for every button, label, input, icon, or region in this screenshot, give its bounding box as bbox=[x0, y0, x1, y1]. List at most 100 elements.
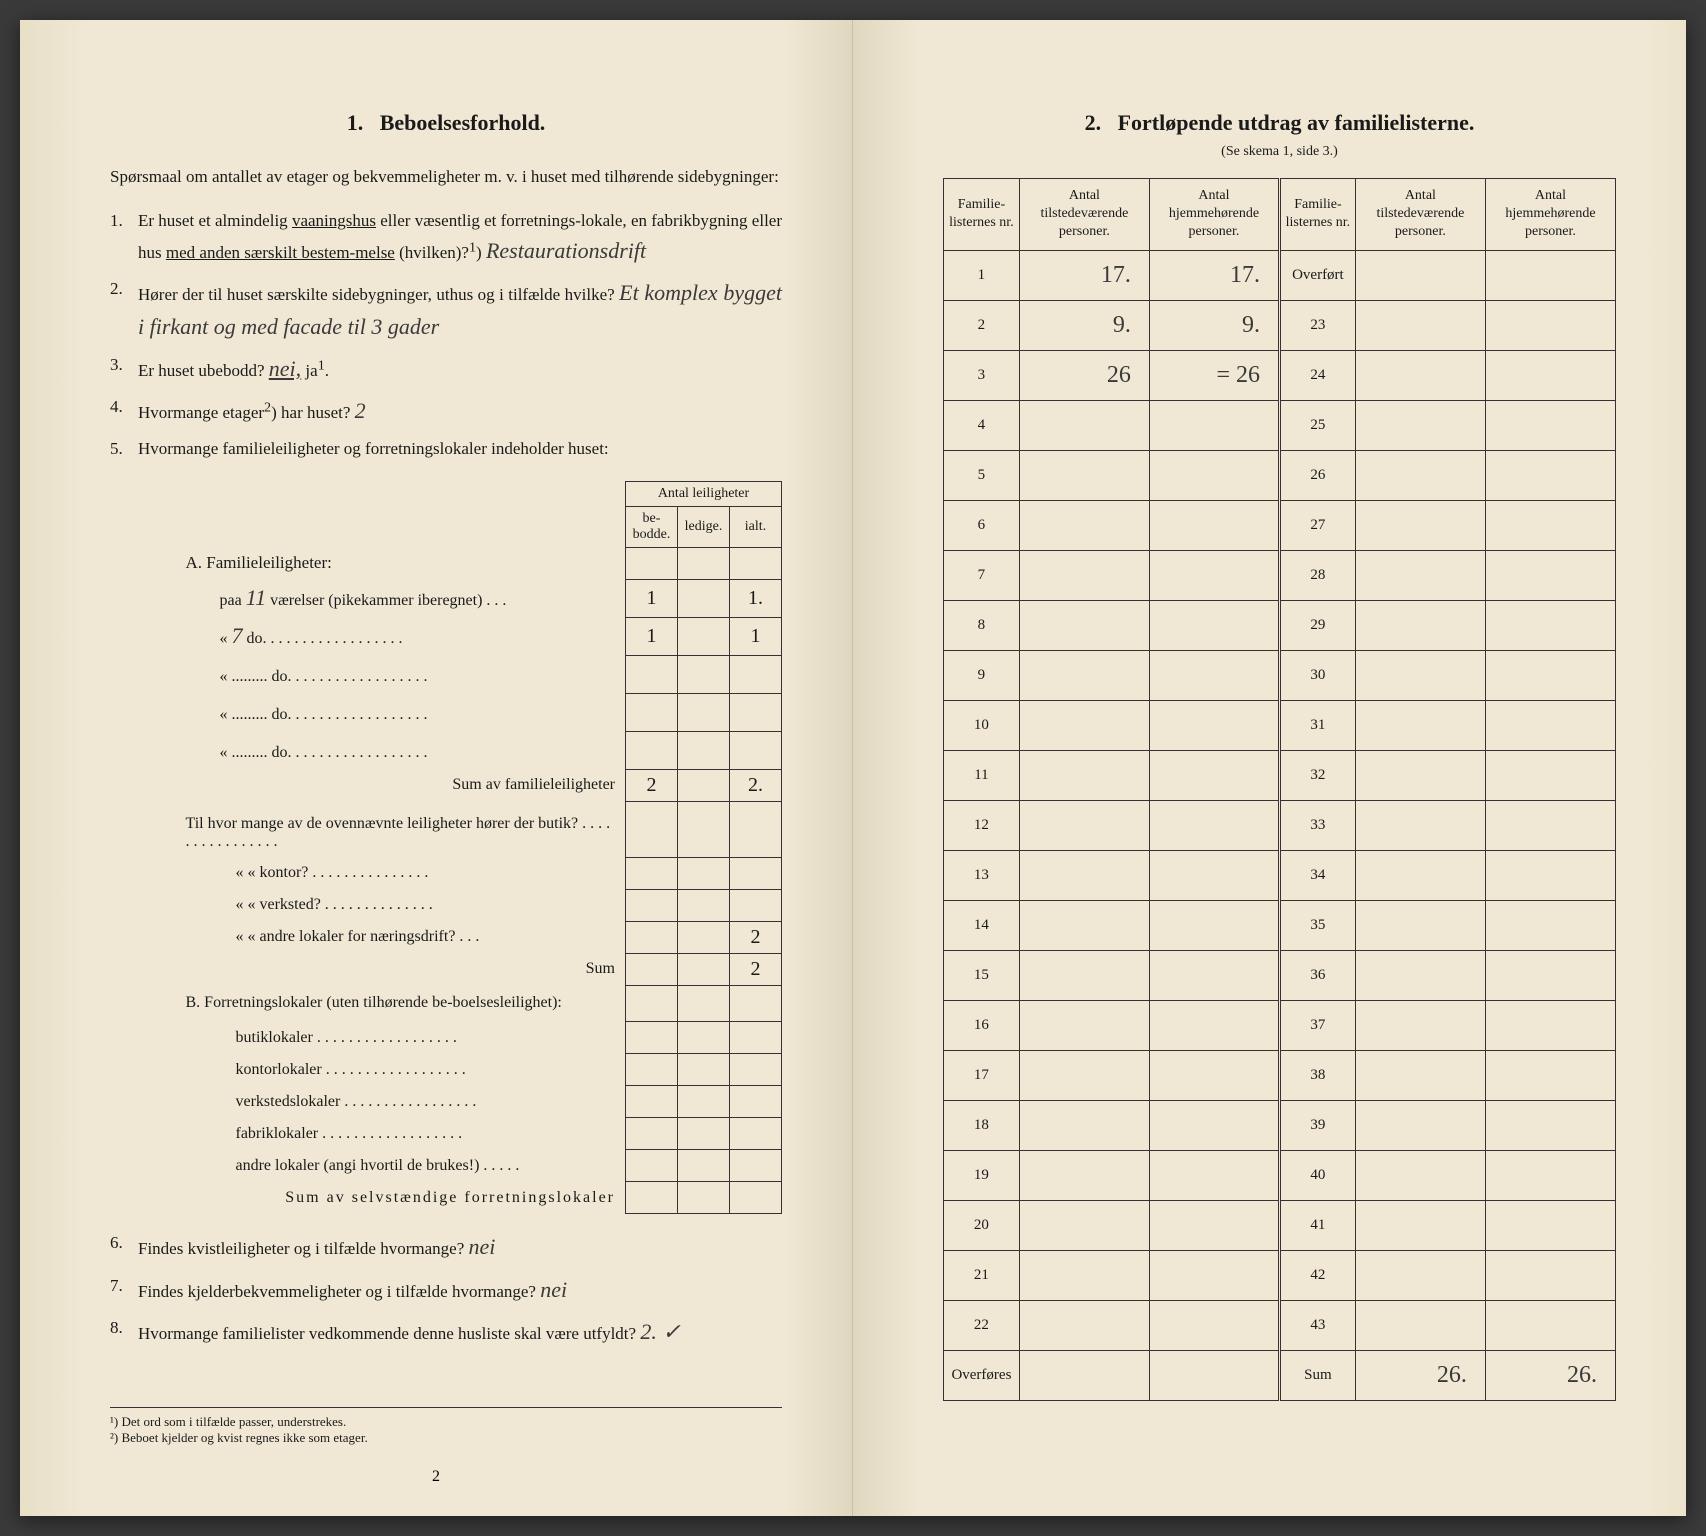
midsum-v3: 2 bbox=[730, 953, 782, 985]
q4-a: Hvormange etager bbox=[138, 403, 264, 422]
famrow-14-d bbox=[1485, 950, 1615, 1000]
famrow-8-a bbox=[1019, 650, 1149, 700]
famrow-8-n1: 9 bbox=[944, 650, 1020, 700]
fh5: Antal hjemmehørende personer. bbox=[1485, 179, 1615, 251]
famrow-17-c bbox=[1355, 1100, 1485, 1150]
famrow-13: 14 35 bbox=[944, 900, 1616, 950]
famrow-13-n2: 35 bbox=[1279, 900, 1355, 950]
famrow-18: 19 40 bbox=[944, 1150, 1616, 1200]
famrow-9-n2: 31 bbox=[1279, 700, 1355, 750]
famrow-20-d bbox=[1485, 1250, 1615, 1300]
col-bebodde: be-bodde. bbox=[626, 506, 678, 547]
famrow-11-c bbox=[1355, 800, 1485, 850]
famrow-5-b bbox=[1149, 500, 1279, 550]
famrow-21-a bbox=[1019, 1300, 1149, 1350]
famrow-4-b bbox=[1149, 450, 1279, 500]
rowB-4-label: andre lokaler (angi hvortil de brukes!) … bbox=[186, 1150, 626, 1182]
page-num-left: 2 bbox=[20, 1468, 852, 1486]
right-title: 2. Fortløpende utdrag av familielisterne… bbox=[943, 110, 1616, 136]
famrow-9: 10 31 bbox=[944, 700, 1616, 750]
famrow-12: 13 34 bbox=[944, 850, 1616, 900]
rowA-0-v2 bbox=[678, 579, 730, 617]
page-left: 1. Beboelsesforhold. Spørsmaal om antall… bbox=[20, 20, 853, 1516]
q6: 6. Findes kvistleiligheter og i tilfælde… bbox=[138, 1230, 782, 1264]
sumA-v2 bbox=[678, 769, 730, 801]
rowA-0-label: paa 11 værelser (pikekammer iberegnet) .… bbox=[186, 579, 626, 617]
rowA-1: « 7 do. . . . . . . . . . . . . . . . . … bbox=[186, 617, 782, 655]
famrow-1-n2: 23 bbox=[1279, 300, 1355, 350]
famrow-3-b bbox=[1149, 400, 1279, 450]
famrow-20-a bbox=[1019, 1250, 1149, 1300]
famrow-8: 9 30 bbox=[944, 650, 1616, 700]
rowB-1: kontorlokaler . . . . . . . . . . . . . … bbox=[186, 1054, 782, 1086]
rowB-3: fabriklokaler . . . . . . . . . . . . . … bbox=[186, 1118, 782, 1150]
famrow-7-b bbox=[1149, 600, 1279, 650]
famrow-2: 3 26 = 26 24 bbox=[944, 350, 1616, 400]
famrow-4-d bbox=[1485, 450, 1615, 500]
q1-u1: vaaningshus bbox=[292, 211, 376, 230]
famrow-15-a bbox=[1019, 1000, 1149, 1050]
famrow-6-c bbox=[1355, 550, 1485, 600]
famrow-4-a bbox=[1019, 450, 1149, 500]
famrow-10-n1: 11 bbox=[944, 750, 1020, 800]
famrow-5-n1: 6 bbox=[944, 500, 1020, 550]
sectA-label: A. Familieleiligheter: bbox=[186, 547, 626, 579]
midrow-1: « « verksted? . . . . . . . . . . . . . … bbox=[186, 889, 782, 921]
famrow-13-a bbox=[1019, 900, 1149, 950]
famrow-2-c bbox=[1355, 350, 1485, 400]
famrow-13-n1: 14 bbox=[944, 900, 1020, 950]
foot-d: 26. bbox=[1485, 1350, 1615, 1400]
famrow-18-c bbox=[1355, 1150, 1485, 1200]
sumA-v1: 2 bbox=[626, 769, 678, 801]
midrow-2-label: « « andre lokaler for næringsdrift? . . … bbox=[186, 921, 626, 953]
midrow-0-v3 bbox=[730, 857, 782, 889]
famrow-20: 21 42 bbox=[944, 1250, 1616, 1300]
antal-table: Antal leiligheter be-bodde. ledige. ialt… bbox=[186, 481, 783, 1215]
famrow-1-d bbox=[1485, 300, 1615, 350]
midsum-v1 bbox=[626, 953, 678, 985]
rowA-2-v2 bbox=[678, 655, 730, 693]
famrow-17-b bbox=[1149, 1100, 1279, 1150]
question-list-2: 6. Findes kvistleiligheter og i tilfælde… bbox=[110, 1230, 782, 1348]
famrow-13-d bbox=[1485, 900, 1615, 950]
famrow-11-a bbox=[1019, 800, 1149, 850]
famrow-0-c bbox=[1355, 250, 1485, 300]
rowA-3-v3 bbox=[730, 693, 782, 731]
famrow-14-n2: 36 bbox=[1279, 950, 1355, 1000]
famrow-9-a bbox=[1019, 700, 1149, 750]
rowB-1-label: kontorlokaler . . . . . . . . . . . . . … bbox=[186, 1054, 626, 1086]
famrow-7-a bbox=[1019, 600, 1149, 650]
q2-text: Hører der til huset særskilte sidebygnin… bbox=[138, 285, 615, 304]
famrow-0-n2: Overført bbox=[1279, 250, 1355, 300]
rowA-0-v3: 1. bbox=[730, 579, 782, 617]
famrow-18-b bbox=[1149, 1150, 1279, 1200]
intro-text: Spørsmaal om antallet av etager og bekve… bbox=[110, 164, 782, 190]
rowB-2-label: verkstedslokaler . . . . . . . . . . . .… bbox=[186, 1086, 626, 1118]
q4: 4. Hvormange etager2) har huset? 2 bbox=[138, 394, 782, 428]
famrow-12-a bbox=[1019, 850, 1149, 900]
fh0: Familie-listernes nr. bbox=[944, 179, 1020, 251]
famrow-18-a bbox=[1019, 1150, 1149, 1200]
fn2: ²) Beboet kjelder og kvist regnes ikke s… bbox=[110, 1430, 782, 1446]
famrow-0: 1 17. 17. Overført bbox=[944, 250, 1616, 300]
famrow-5-c bbox=[1355, 500, 1485, 550]
famrow-20-c bbox=[1355, 1250, 1485, 1300]
famrow-16-n1: 17 bbox=[944, 1050, 1020, 1100]
famrow-6-n1: 7 bbox=[944, 550, 1020, 600]
q3-c: . bbox=[325, 361, 329, 380]
famrow-14-c bbox=[1355, 950, 1485, 1000]
rowA-2-label: « ......... do. . . . . . . . . . . . . … bbox=[186, 655, 626, 693]
famrow-4-n2: 26 bbox=[1279, 450, 1355, 500]
famrow-10-b bbox=[1149, 750, 1279, 800]
famrow-10-c bbox=[1355, 750, 1485, 800]
famrow-18-d bbox=[1485, 1150, 1615, 1200]
midsum-row: Sum 2 bbox=[186, 953, 782, 985]
famrow-13-c bbox=[1355, 900, 1485, 950]
midrow-1-label: « « verksted? . . . . . . . . . . . . . … bbox=[186, 889, 626, 921]
famrow-4: 5 26 bbox=[944, 450, 1616, 500]
foot-c: 26. bbox=[1355, 1350, 1485, 1400]
famrow-17-d bbox=[1485, 1100, 1615, 1150]
q6-num: 6. bbox=[110, 1230, 123, 1256]
rowB-0-label: butiklokaler . . . . . . . . . . . . . .… bbox=[186, 1022, 626, 1054]
rowA-2-v1 bbox=[626, 655, 678, 693]
